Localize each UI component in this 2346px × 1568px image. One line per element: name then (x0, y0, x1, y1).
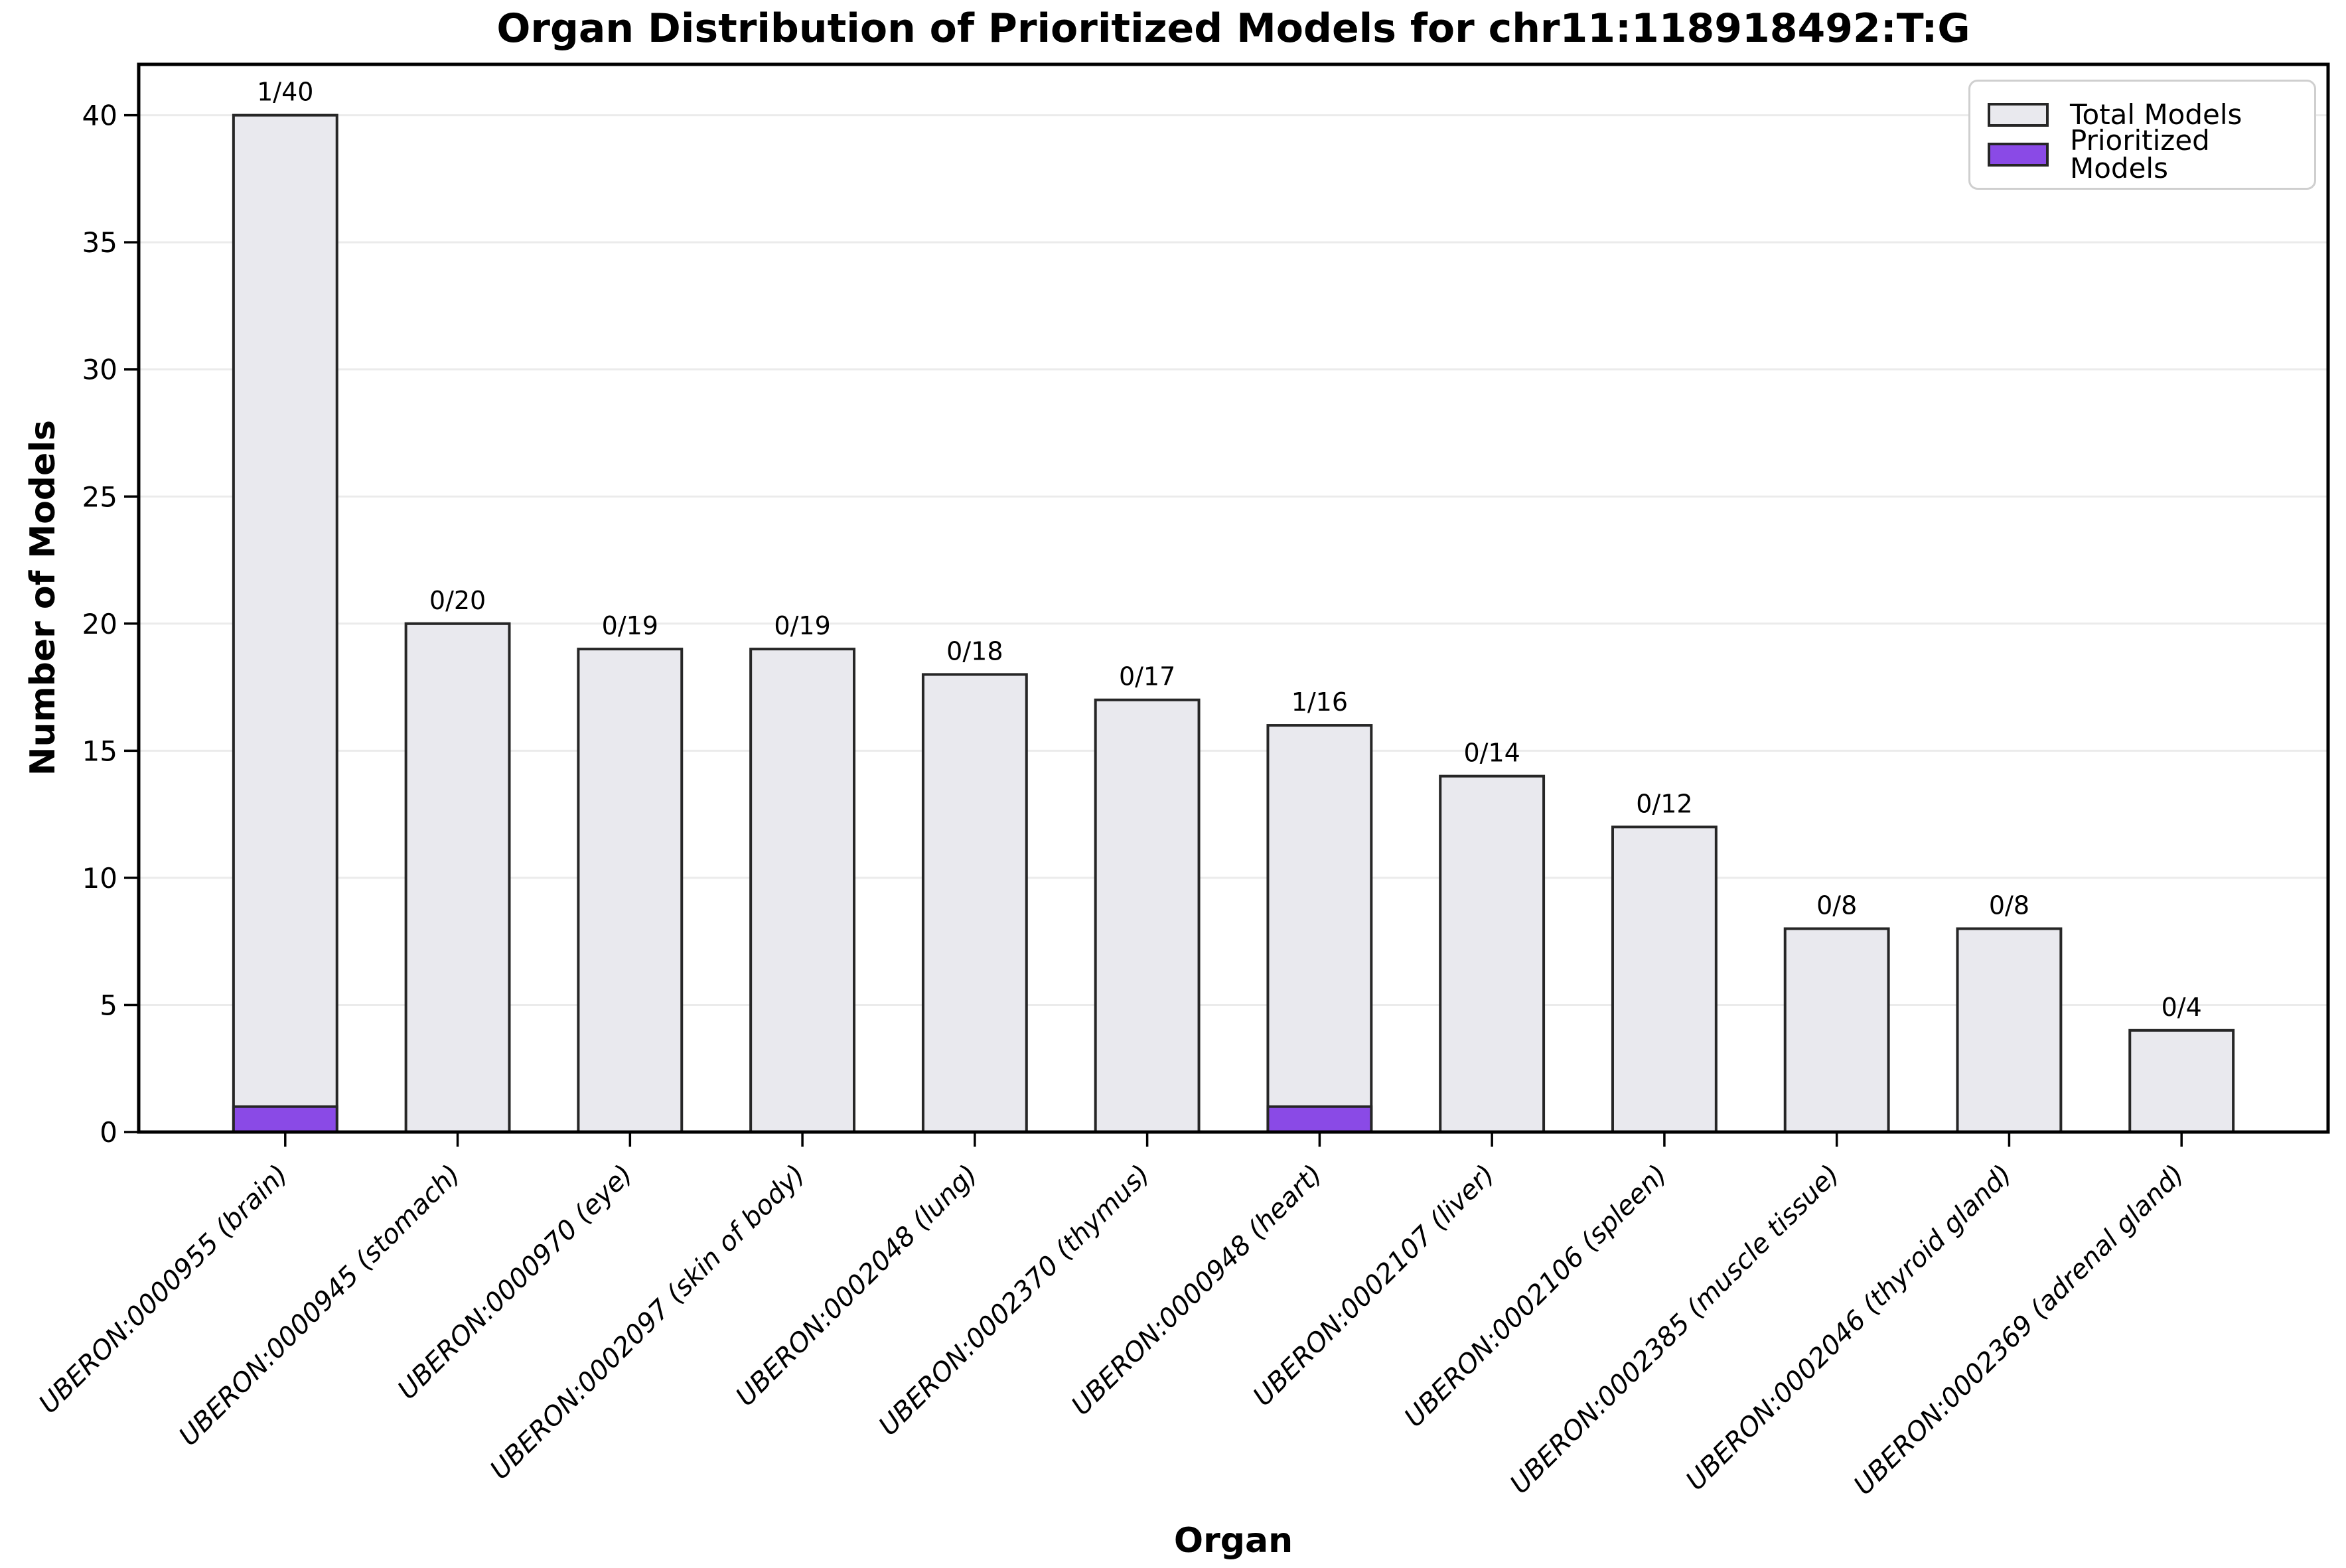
bar-total-8 (1611, 825, 1718, 1134)
bar-value-label-2: 0/19 (602, 611, 658, 640)
bar-value-label-4: 0/18 (946, 636, 1003, 666)
bar-value-label-1: 0/20 (429, 586, 486, 615)
bar-value-label-6: 1/16 (1291, 687, 1348, 717)
x-axis-label: Organ (1173, 1521, 1293, 1561)
bar-total-0 (232, 113, 338, 1134)
bar-total-4 (921, 673, 1028, 1133)
bar-total-5 (1094, 698, 1201, 1133)
bar-value-label-3: 0/19 (774, 611, 830, 640)
bar-value-label-11: 0/4 (2162, 993, 2202, 1022)
y-tick-label-40: 40 (82, 100, 117, 132)
bar-total-6 (1266, 724, 1373, 1133)
y-tick-label-20: 20 (82, 608, 117, 640)
x-tick-label-11: UBERON:0002369 (adrenal gland) (1848, 1159, 2191, 1502)
legend: Total Models Prioritized Models (1968, 80, 2316, 190)
chart-title: Organ Distribution of Prioritized Models… (496, 5, 1970, 52)
bar-total-3 (749, 648, 856, 1133)
prioritized-models-swatch-icon (1988, 143, 2049, 167)
bar-total-2 (577, 648, 684, 1133)
legend-label-total-models: Total Models (2070, 98, 2242, 131)
x-tick-label-5: UBERON:0002370 (thymus) (873, 1159, 1156, 1442)
bar-total-1 (404, 622, 511, 1133)
bar-value-label-7: 0/14 (1463, 739, 1520, 768)
y-axis-label: Number of Models (23, 419, 63, 776)
legend-item-total-models: Total Models (1988, 95, 2308, 135)
total-models-swatch-icon (1988, 103, 2049, 127)
y-tick-label-10: 10 (82, 862, 117, 894)
x-tick-label-1: UBERON:0000945 (stomach) (173, 1159, 467, 1453)
bar-total-11 (2128, 1029, 2235, 1134)
legend-label-prioritized-models: Prioritized Models (2070, 124, 2210, 184)
bar-total-10 (1956, 927, 2063, 1133)
x-tick-label-3: UBERON:0002097 (skin of body) (484, 1159, 811, 1486)
legend-item-prioritized-models: Prioritized Models (1988, 127, 2308, 182)
y-tick-label-25: 25 (82, 480, 117, 513)
bar-value-label-10: 0/8 (1989, 891, 2029, 920)
bar-total-7 (1439, 774, 1546, 1133)
bar-prioritized-0 (232, 1105, 338, 1133)
y-tick-label-30: 30 (82, 354, 117, 386)
x-tick-label-9: UBERON:0002385 (muscle tissue) (1504, 1159, 1846, 1500)
bar-value-label-0: 1/40 (257, 78, 313, 107)
y-tick-label-5: 5 (100, 989, 117, 1021)
plot-border (137, 62, 2330, 1134)
bar-value-label-8: 0/12 (1636, 789, 1692, 818)
y-tick-label-15: 15 (82, 735, 117, 767)
x-tick-label-10: UBERON:0002046 (thyroid gland) (1680, 1159, 2018, 1497)
y-tick-label-0: 0 (100, 1116, 117, 1149)
bar-prioritized-6 (1266, 1105, 1373, 1133)
bar-total-9 (1783, 927, 1890, 1133)
bar-value-label-5: 0/17 (1119, 662, 1175, 691)
y-tick-label-35: 35 (82, 226, 117, 259)
bar-value-label-9: 0/8 (1816, 891, 1857, 920)
